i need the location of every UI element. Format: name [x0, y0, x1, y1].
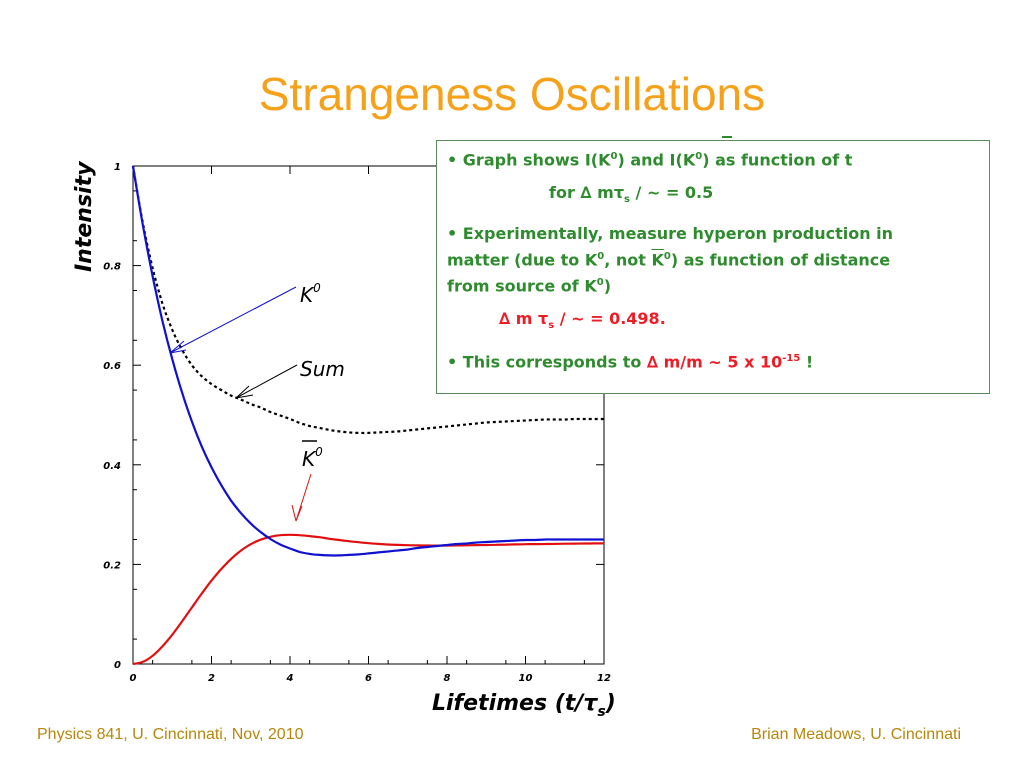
x-tick-label-12: 12 [597, 673, 611, 684]
x-tick-label-0: 0 [130, 673, 137, 684]
arrow-sum [235, 364, 298, 399]
measured-dm-line: ∆ m τs / ~ = 0.498. [499, 309, 666, 332]
bullet-experimentally-2: matter (due to K0, not K0) as function o… [447, 249, 891, 269]
bullet-corresponds: • This corresponds to ∆ m/m ~ 5 x 10-15 … [447, 352, 814, 372]
x-axis-label-sub: s [597, 704, 605, 720]
footer-left: Physics 841, U. Cincinnati, Nov, 2010 [37, 726, 304, 743]
label-k0: K0 [300, 281, 321, 307]
bullet-experimentally-1: • Experimentally, measure hyperon produc… [447, 223, 894, 243]
x-tick-label-10: 10 [519, 673, 533, 684]
arrow-k0bar [295, 473, 312, 522]
x-tick-label-2: 2 [208, 673, 215, 684]
bullet-experimentally-3: from source of K0) [447, 276, 611, 296]
y-tick-label-0.4: 0.4 [103, 461, 121, 472]
slide-title: Strangeness Oscillations [258, 68, 766, 120]
y-axis-label: Intensity [72, 160, 97, 272]
y-tick-label-0.6: 0.6 [103, 361, 121, 372]
y-tick-label-0.2: 0.2 [103, 560, 121, 571]
bullet-graph-shows: • Graph shows I(K0) and I(K0) as functio… [447, 136, 981, 171]
series-k0bar-line [132, 533, 604, 666]
arrow-k0bar-head [291, 504, 303, 522]
y-tick-label-1: 1 [114, 162, 121, 173]
arrow-sum-head [235, 385, 254, 399]
arrow-k0-head [169, 340, 187, 354]
info-box: • Graph shows I(K0) and I(K0) as functio… [436, 136, 990, 394]
x-tick-label-6: 6 [365, 673, 372, 684]
for-dm-line: for ∆ mτs / ~ = 0.5 [549, 183, 714, 206]
y-tick-label-0.8: 0.8 [103, 262, 121, 273]
x-axis-label-main: Lifetimes (t/τs) [432, 691, 616, 720]
y-tick-label-0: 0 [114, 660, 121, 671]
x-tick-label-8: 8 [444, 673, 451, 684]
series-sum-line [131, 165, 604, 435]
label-k0bar: K0 [302, 445, 323, 471]
series-k0-line [131, 165, 604, 557]
footer-right: Brian Meadows, U. Cincinnati [751, 726, 961, 743]
label-sum: Sum [300, 357, 345, 381]
x-tick-label-4: 4 [286, 673, 294, 684]
kbar-overline [722, 136, 732, 138]
arrow-k0 [169, 286, 297, 354]
